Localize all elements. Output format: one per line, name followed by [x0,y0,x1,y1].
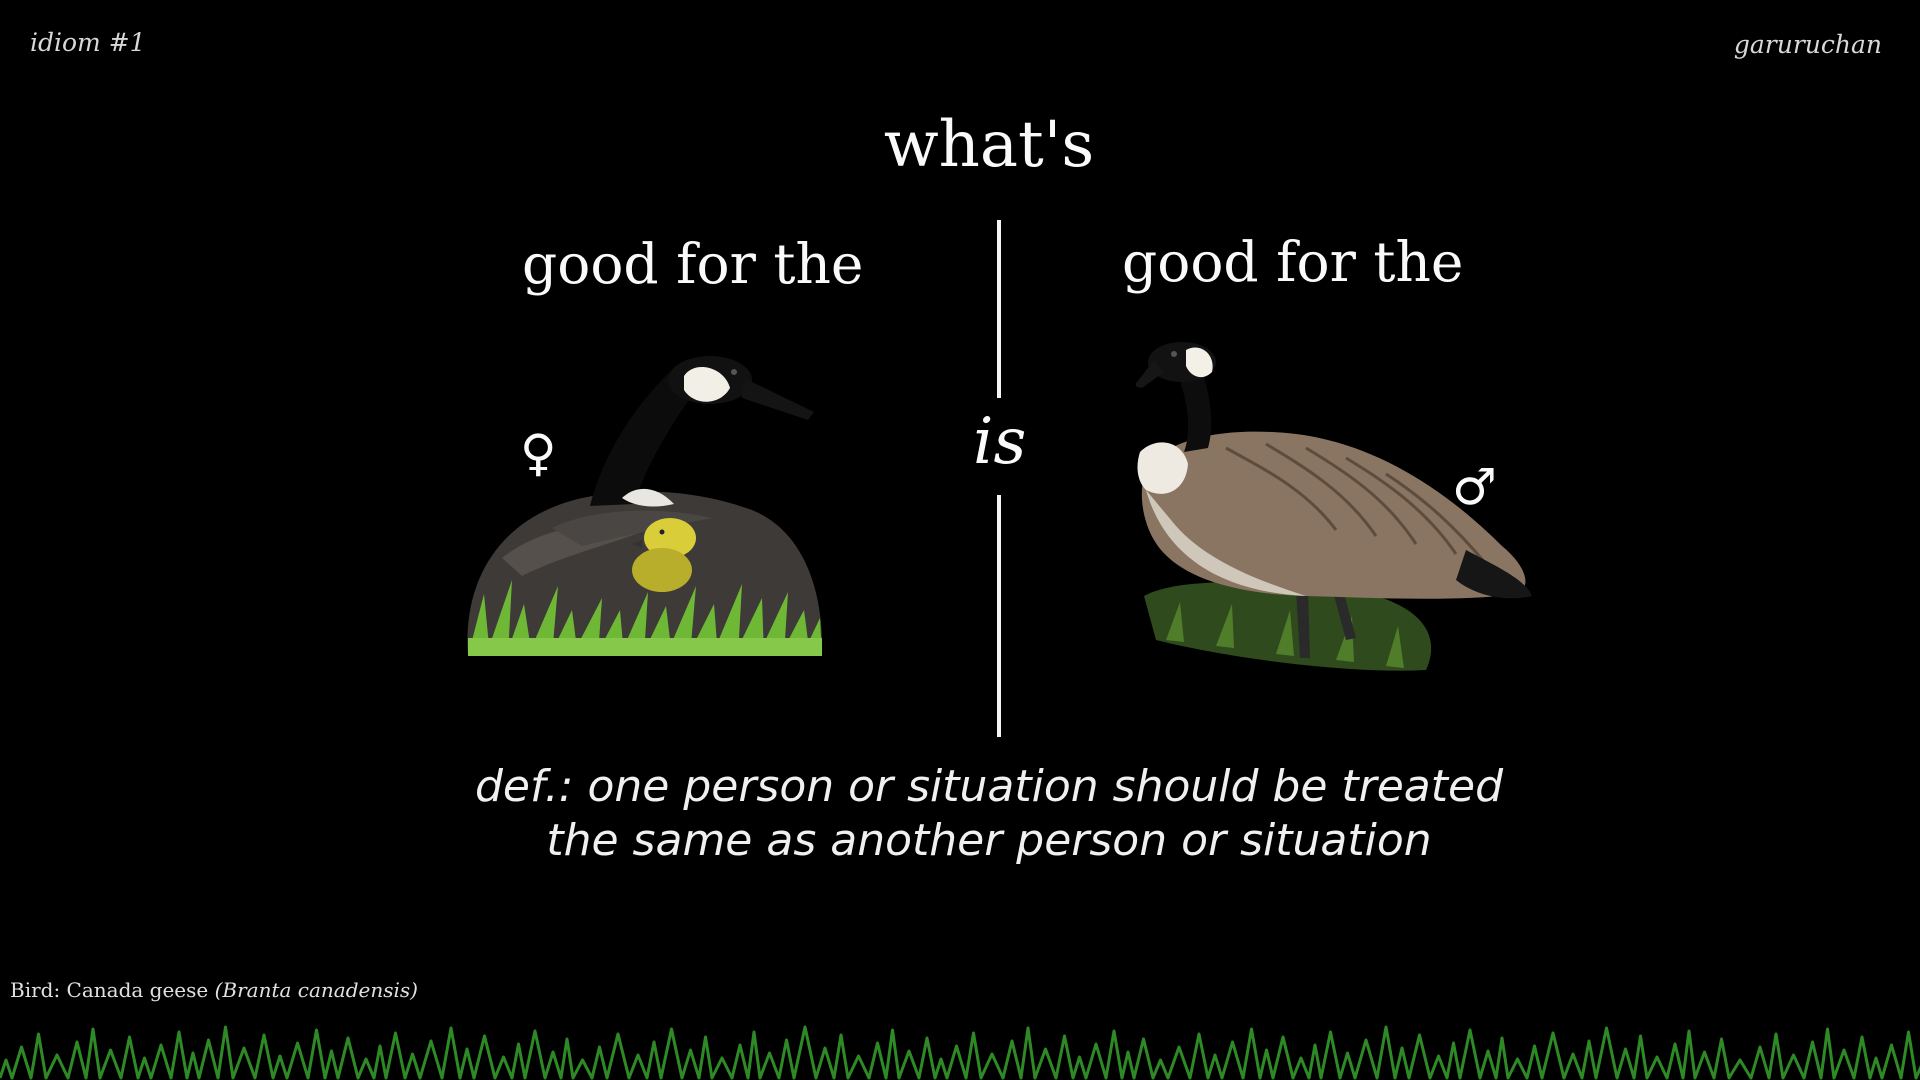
definition-line-1: def.: one person or situation should be … [474,761,1504,812]
credit-scientific-name: (Branta canadensis) [214,978,418,1002]
connector-word: is [973,405,1027,479]
goose-with-gosling-icon [467,356,823,656]
grass-icon [0,1025,1920,1080]
right-phrase: good for the [1122,230,1464,294]
definition-line-2: the same as another person or situation [546,815,1432,866]
left-phrase: good for the [522,232,864,296]
idiom-number-label: idiom #1 [30,28,146,57]
female-symbol-icon: ♀ [520,424,557,482]
male-symbol-icon: ♂ [1452,458,1497,516]
divider-bottom [997,495,1001,737]
title-word: what's [883,108,1095,182]
standing-goose-icon [1136,342,1532,671]
definition-text: def.: one person or situation should be … [0,760,1920,868]
bird-credit: Bird: Canada geese (Branta canadensis) [10,978,418,1002]
credit-prefix: Bird: Canada geese [10,978,209,1002]
divider-top [997,220,1001,398]
author-label: garuruchan [1733,30,1882,59]
